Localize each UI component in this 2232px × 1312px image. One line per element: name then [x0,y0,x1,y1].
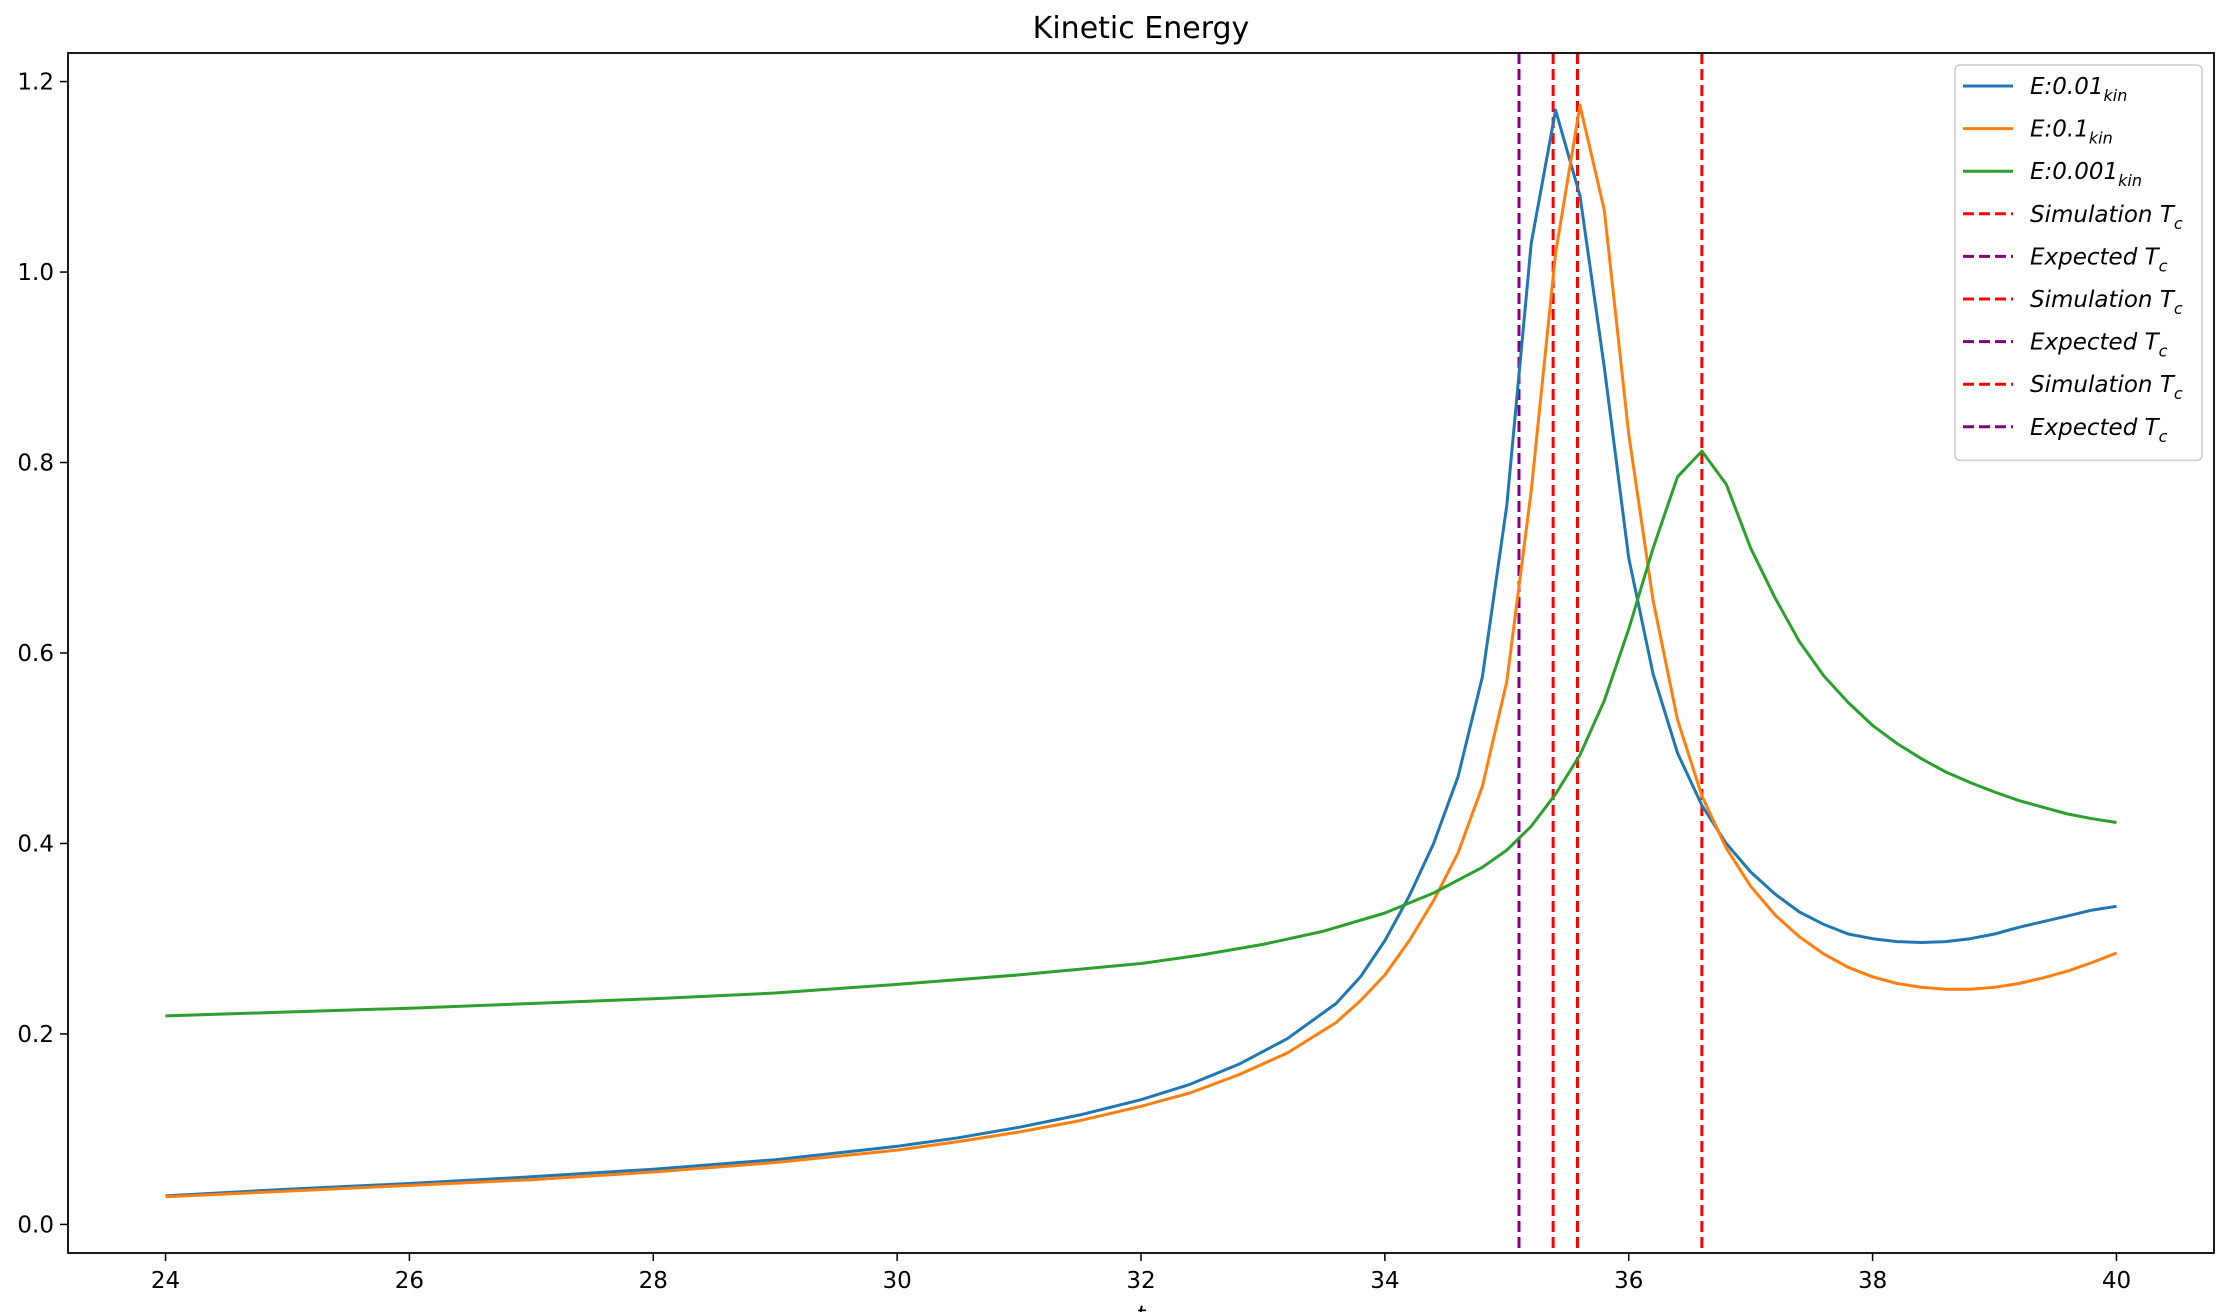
y-tick-label-5: 1.0 [17,260,54,286]
legend-label-8: Expected Tc [2030,415,2168,446]
x-tick-label-0: 24 [151,1268,180,1294]
legend-label-subscript-3: c [2174,214,2183,233]
y-tick-label-2: 0.4 [17,831,54,857]
x-axis-label: t [1136,1302,1146,1312]
legend-label-subscript-8: c [2159,427,2168,446]
plot-area: 24 26 28 30 32 34 36 38 40 0.0 0.2 0.4 0.6 0.8 1.0 1.2 [17,52,2215,1294]
series-line-1 [165,103,2118,1199]
x-tick-label-6: 36 [1614,1268,1643,1294]
x-tick-label-8: 40 [2102,1268,2131,1294]
x-tick-label-4: 32 [1126,1268,1155,1294]
y-tick-label-0: 0.0 [17,1212,54,1238]
legend-label-subscript-6: c [2159,342,2168,361]
legend-label-subscript-1: kin [2089,129,2113,148]
legend-label-1: E:0.1kin [2030,117,2113,148]
legend-label-subscript-5: c [2174,299,2183,318]
legend-label-3: Simulation Tc [2030,202,2183,233]
plot-frame [67,52,2215,1254]
x-tick-label-5: 34 [1370,1268,1399,1294]
legend-label-subscript-4: c [2159,256,2168,275]
legend-label-6: Expected Tc [2030,330,2168,361]
legend-label-5: Simulation Tc [2030,287,2183,318]
x-tick-label-7: 38 [1858,1268,1887,1294]
legend-label-subscript-2: kin [2118,171,2142,190]
series-line-2 [165,449,2117,1018]
series-line-0 [165,108,2117,1198]
legend-label-subscript-0: kin [2104,86,2128,105]
legend-box [1954,64,2203,462]
chart-title: Kinetic Energy [1033,11,1250,46]
y-tick-label-4: 0.8 [17,451,54,477]
x-tick-label-3: 30 [882,1268,911,1294]
x-tick-label-1: 26 [395,1268,424,1294]
y-tick-label-3: 0.6 [17,641,54,667]
x-tick-label-2: 28 [639,1268,668,1294]
y-tick-label-1: 0.2 [17,1022,54,1048]
y-tick-label-6: 1.2 [17,70,54,96]
legend-label-4: Expected Tc [2030,244,2168,275]
legend-label-7: Simulation Tc [2030,372,2183,403]
legend-label-subscript-7: c [2174,384,2183,403]
